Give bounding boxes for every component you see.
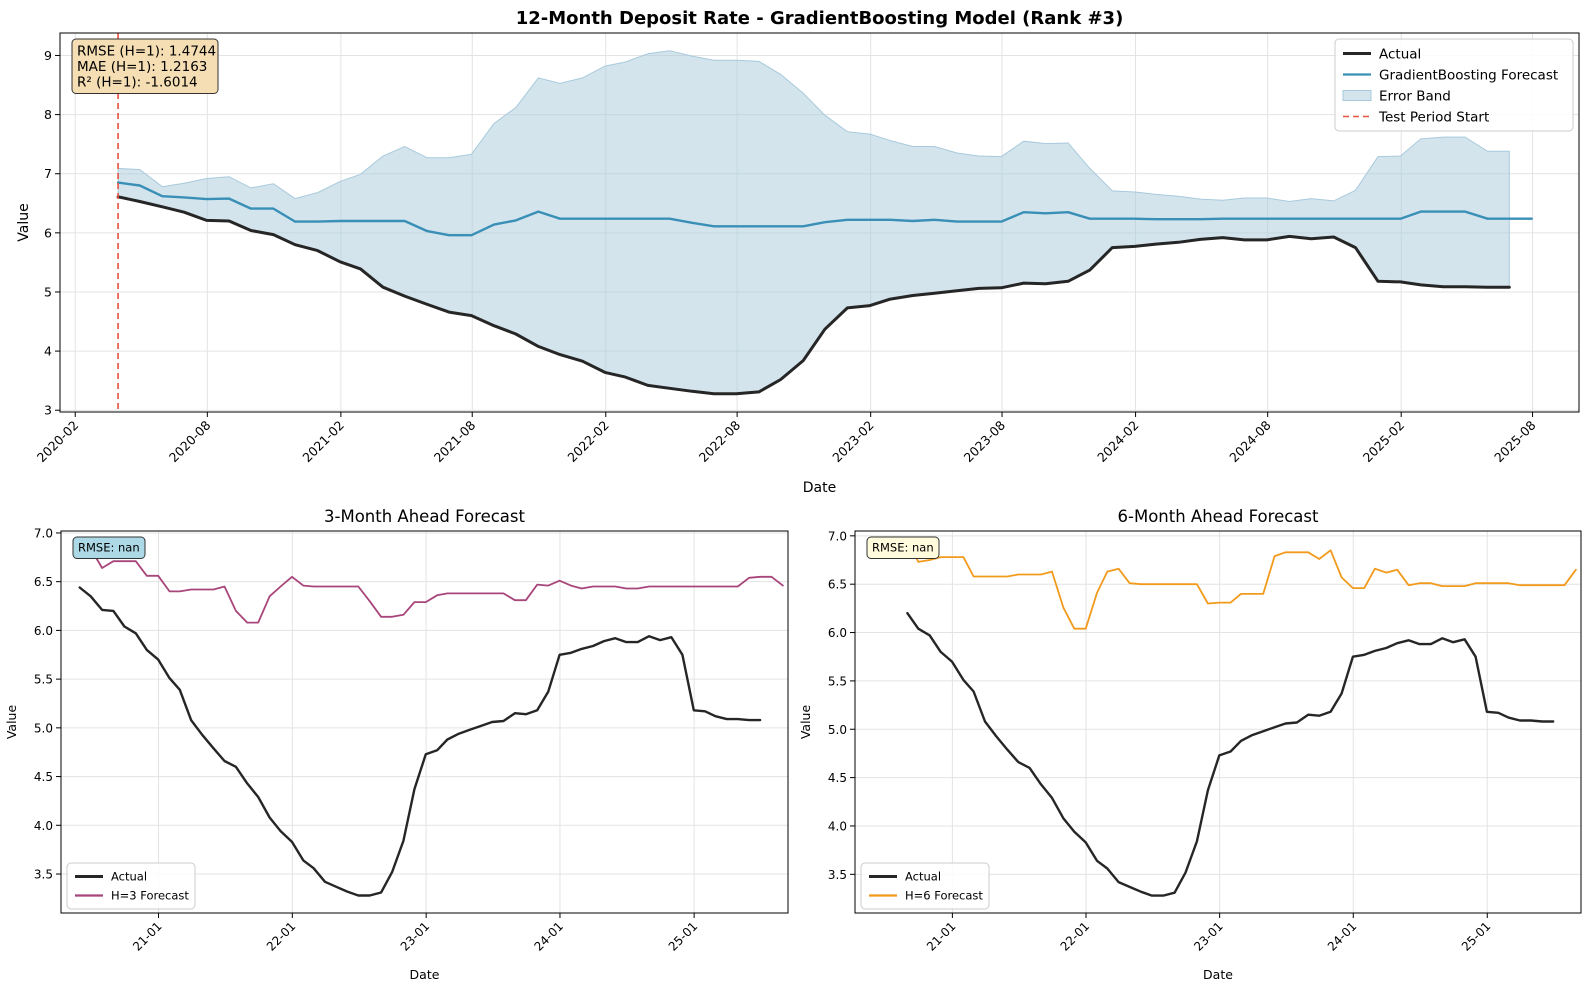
y-tick-label: 7.0 [34, 526, 53, 540]
y-tick-label: 8 [44, 107, 52, 122]
x-tick-label: 21-01 [924, 919, 959, 954]
y-tick-label: 3.5 [828, 868, 847, 882]
x-tick-label: 23-01 [398, 919, 433, 954]
x-tick-label: 23-01 [1191, 919, 1226, 954]
legend-label: Actual [905, 870, 941, 884]
y-tick-label: 4.0 [34, 819, 53, 833]
y-tick-label: 5.5 [34, 673, 53, 687]
x-tick-label: 21-01 [130, 919, 165, 954]
chart-title: 3-Month Ahead Forecast [324, 507, 525, 526]
metrics-text: RMSE: nan [872, 541, 934, 555]
x-tick-label: 22-01 [264, 919, 299, 954]
actual-series-line [116, 195, 1511, 396]
y-axis-label: Value [798, 705, 813, 740]
legend-swatch-band [1342, 90, 1372, 101]
chart-title: 6-Month Ahead Forecast [1118, 507, 1319, 526]
y-tick-label: 5.0 [34, 721, 53, 735]
legend-box [1334, 38, 1574, 132]
plot-frame [60, 530, 789, 914]
x-tick-label: 2020-02 [34, 418, 82, 466]
legend-label: Error Band [1379, 88, 1451, 104]
y-tick-label: 4 [44, 344, 52, 359]
x-tick-label: 22-01 [1058, 919, 1093, 954]
y-tick-label: 5.5 [828, 674, 847, 688]
legend-label: Actual [111, 870, 147, 884]
metrics-box [866, 536, 940, 559]
legend-label: Test Period Start [1378, 109, 1489, 125]
metrics-text: RMSE (H=1): 1.4744 [77, 44, 216, 60]
x-tick-label: 2024-02 [1094, 418, 1142, 466]
legend-box [860, 862, 990, 910]
x-tick-label: 25-01 [1459, 919, 1494, 954]
y-tick-label: 4.5 [34, 770, 53, 784]
chart-title: 12-Month Deposit Rate - GradientBoosting… [516, 8, 1124, 29]
legend-label: GradientBoosting Forecast [1379, 67, 1558, 83]
x-tick-label: 2025-02 [1360, 418, 1408, 466]
legend-label: Actual [1379, 46, 1421, 62]
y-tick-label: 7.0 [828, 529, 847, 543]
metrics-text: R² (H=1): -1.6014 [77, 75, 198, 91]
x-tick-label: 25-01 [666, 919, 701, 954]
x-tick-label: 2023-08 [961, 417, 1009, 465]
y-tick-label: 6.5 [828, 578, 847, 592]
metrics-text: MAE (H=1): 1.2163 [77, 59, 207, 75]
plot-frame [59, 32, 1580, 413]
forecast-series-line [906, 538, 1577, 630]
legend-label: H=3 Forecast [111, 889, 189, 903]
x-tick-label: 2020-08 [166, 417, 214, 465]
y-tick-label: 5.0 [828, 723, 847, 737]
x-tick-label: 2025-08 [1491, 417, 1539, 465]
x-tick-label: 24-01 [1325, 919, 1360, 954]
plot-frame [854, 530, 1582, 914]
legend-label: H=6 Forecast [905, 889, 983, 903]
y-tick-label: 4.5 [828, 771, 847, 785]
actual-series-line [78, 586, 762, 897]
x-tick-label: 2021-08 [431, 417, 479, 465]
legend-box [66, 862, 196, 910]
y-tick-label: 7 [44, 166, 52, 181]
y-tick-label: 5 [44, 284, 52, 299]
y-tick-label: 6.0 [34, 624, 53, 638]
x-tick-label: 2022-08 [696, 417, 744, 465]
x-tick-label: 2022-02 [564, 418, 612, 466]
x-axis-label: Date [1203, 967, 1233, 982]
metrics-box [72, 536, 146, 559]
y-tick-label: 3.5 [34, 868, 53, 882]
y-tick-label: 4.0 [828, 819, 847, 833]
x-axis-label: Date [410, 967, 440, 982]
x-tick-label: 2024-08 [1226, 417, 1274, 465]
forecast-series-line [116, 181, 1534, 237]
actual-series-line [906, 612, 1555, 897]
y-axis-label: Value [4, 705, 19, 740]
x-tick-label: 24-01 [532, 919, 567, 954]
x-tick-label: 2023-02 [829, 418, 877, 466]
y-tick-label: 6.5 [34, 575, 53, 589]
y-tick-label: 6 [44, 225, 52, 240]
y-tick-label: 3 [44, 403, 52, 418]
metrics-text: RMSE: nan [78, 541, 140, 555]
y-tick-label: 6.0 [828, 626, 847, 640]
y-tick-label: 9 [44, 48, 52, 63]
forecast-series-line [78, 536, 784, 624]
metrics-box [71, 38, 219, 94]
y-axis-label: Value [16, 203, 32, 241]
x-tick-label: 2021-02 [299, 418, 347, 466]
x-axis-label: Date [803, 480, 836, 496]
